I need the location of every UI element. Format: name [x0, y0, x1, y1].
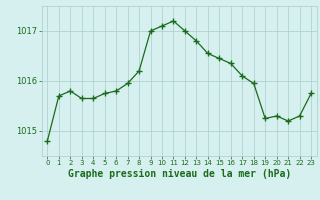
X-axis label: Graphe pression niveau de la mer (hPa): Graphe pression niveau de la mer (hPa) — [68, 169, 291, 179]
